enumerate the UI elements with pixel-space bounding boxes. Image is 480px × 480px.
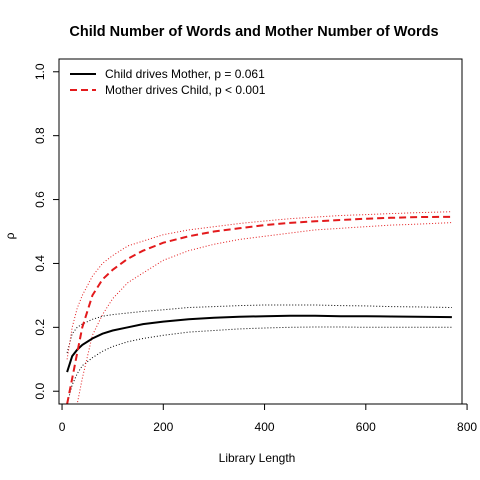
x-tick-label: 800 bbox=[457, 420, 477, 434]
confidence-bands bbox=[66, 211, 452, 405]
y-tick-label: 0.8 bbox=[33, 127, 47, 144]
x-tick-label: 600 bbox=[356, 420, 376, 434]
band-upper-1 bbox=[66, 211, 452, 360]
x-axis: 0 200 400 600 800 bbox=[59, 403, 477, 434]
x-tick-label: 0 bbox=[59, 420, 66, 434]
x-tick-label: 200 bbox=[153, 420, 173, 434]
legend-label-0: Child drives Mother, p = 0.061 bbox=[105, 67, 265, 81]
chart-title: Child Number of Words and Mother Number … bbox=[69, 24, 438, 40]
series-lines bbox=[66, 215, 452, 405]
y-tick-label: 0.6 bbox=[33, 191, 47, 208]
x-axis-label: Library Length bbox=[219, 451, 296, 465]
series-line-0 bbox=[66, 314, 452, 373]
plot-frame bbox=[58, 58, 463, 405]
y-tick-label: 0.4 bbox=[33, 255, 47, 272]
band-lower-1 bbox=[67, 222, 452, 405]
legend-label-1: Mother drives Child, p < 0.001 bbox=[105, 83, 266, 97]
y-axis-label: ρ bbox=[3, 232, 17, 239]
band-lower-0 bbox=[66, 326, 452, 405]
y-tick-label: 1.0 bbox=[33, 63, 47, 80]
series-line-1 bbox=[66, 215, 452, 405]
x-tick-label: 400 bbox=[255, 420, 275, 434]
y-axis: 0.0 0.2 0.4 0.6 0.8 1.0 bbox=[33, 63, 60, 400]
y-tick-label: 0.0 bbox=[33, 383, 47, 400]
legend: Child drives Mother, p = 0.061 Mother dri… bbox=[70, 67, 266, 97]
y-tick-label: 0.2 bbox=[33, 319, 47, 336]
